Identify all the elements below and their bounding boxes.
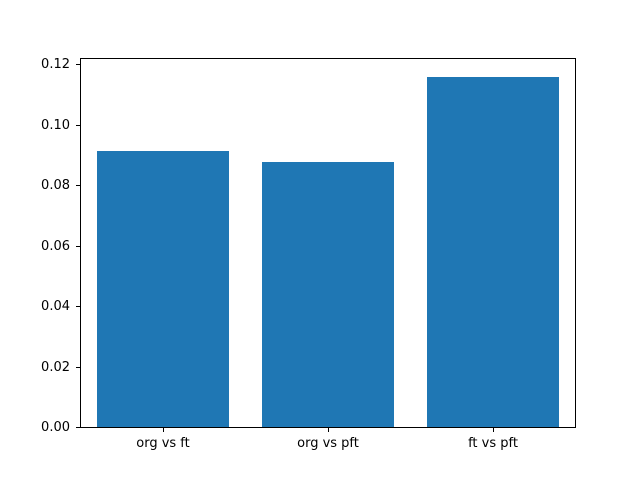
y-tick-mark <box>76 306 80 307</box>
x-tick-mark <box>328 428 329 432</box>
plot-area <box>80 58 576 428</box>
y-tick-label: 0.02 <box>41 360 70 375</box>
y-tick-mark <box>76 64 80 65</box>
y-tick-mark <box>76 125 80 126</box>
x-tick-label: org vs ft <box>136 436 190 451</box>
bar-org-vs-pft <box>262 162 394 427</box>
y-tick-label: 0.06 <box>41 239 70 254</box>
x-tick-label: ft vs pft <box>468 436 518 451</box>
y-tick-mark <box>76 427 80 428</box>
y-tick-label: 0.08 <box>41 178 70 193</box>
x-tick-label: org vs pft <box>297 436 359 451</box>
y-tick-label: 0.04 <box>41 299 70 314</box>
y-tick-mark <box>76 185 80 186</box>
y-tick-label: 0.10 <box>41 118 70 133</box>
bar-ft-vs-pft <box>427 77 560 427</box>
x-tick-mark <box>163 428 164 432</box>
x-tick-mark <box>493 428 494 432</box>
y-tick-label: 0.12 <box>41 57 70 72</box>
y-tick-label: 0.00 <box>41 420 70 435</box>
y-tick-mark <box>76 367 80 368</box>
y-tick-mark <box>76 246 80 247</box>
bar-org-vs-ft <box>96 151 229 427</box>
